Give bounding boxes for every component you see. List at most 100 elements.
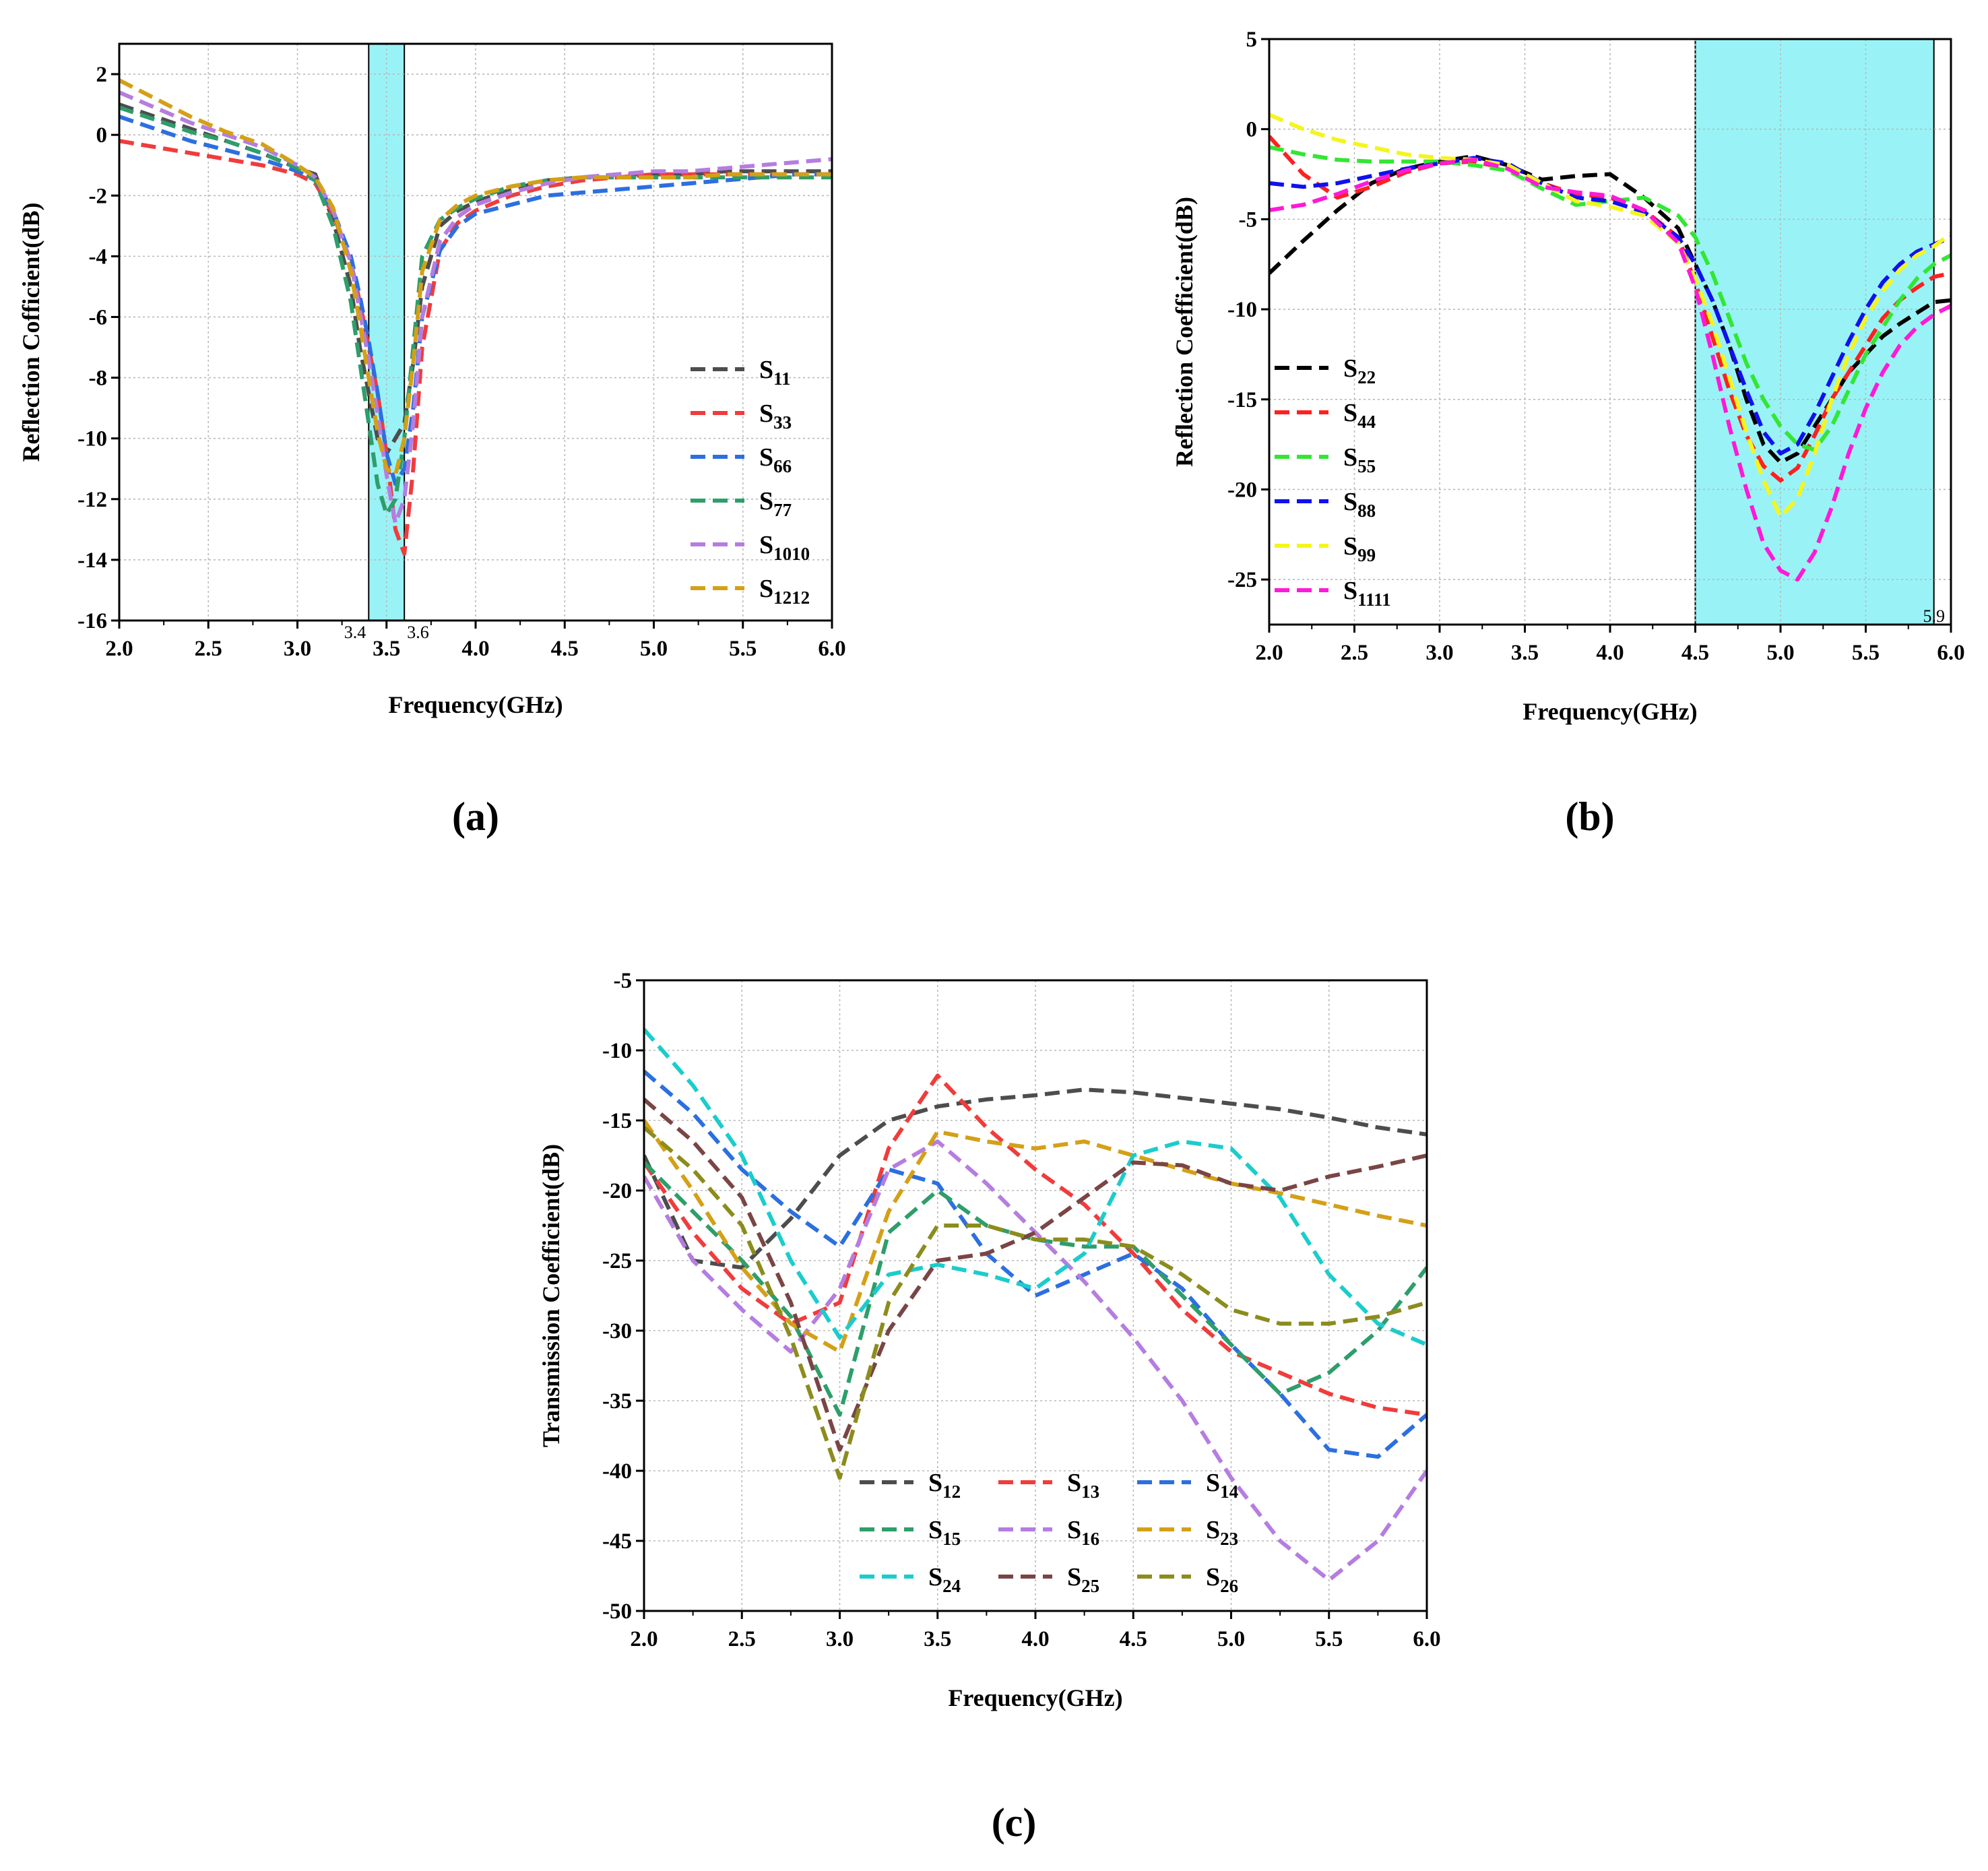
y-tick-label: -4 [89,245,108,269]
series-line-S33 [119,139,832,556]
series-line-S16 [644,1139,1427,1583]
x-tick-label: 3.0 [826,1627,854,1651]
x-tick-label: 5.5 [1852,641,1880,665]
y-tick-label: 0 [96,123,108,148]
legend: S12 S13 S14 S15 S16 S23 S24 S25 S26 [860,1469,1238,1596]
y-tick-label: -15 [602,1109,632,1133]
legend: S22 S44 S55 S88 S99 S1111 [1275,354,1391,610]
legend-label-S1212: S1212 [759,575,810,608]
series-line-S26 [644,1126,1427,1480]
x-tick-label: 3.0 [1425,641,1453,665]
x-tick-label: 6.0 [818,637,845,661]
y-tick-label: -40 [602,1459,632,1484]
y-tick-label: -25 [602,1249,632,1273]
y-tick-label: -6 [89,305,108,329]
y-tick-label: -2 [89,184,108,208]
band-label: 3.4 [344,623,366,642]
y-tick-label: -12 [77,488,107,512]
series-line-S24 [644,1027,1427,1347]
x-tick-label: 3.0 [284,637,311,661]
y-tick-label: -30 [602,1319,632,1343]
y-tick-label: -5 [1239,208,1258,232]
legend-label-S16: S16 [1067,1516,1099,1549]
series-line-S22 [1269,154,1951,465]
y-tick-label: -10 [77,427,107,451]
series-line-S11 [119,102,832,456]
series-group [119,78,832,556]
panel-label: (c) [992,1800,1037,1845]
x-tick-label: 5.5 [1315,1627,1343,1651]
legend-label-S99: S99 [1343,532,1376,565]
series-line-S15 [644,1161,1427,1417]
legend-label-S23: S23 [1206,1516,1238,1549]
legend: S11 S33 S66 S77 S1010 S1212 [691,356,810,608]
series-line-S99 [1269,113,1951,519]
x-tick-label: 3.5 [373,637,400,661]
legend-label-S11: S11 [759,356,791,389]
x-tick-label: 5.0 [640,637,668,661]
x-tick-label: 4.0 [1021,1627,1049,1651]
legend-label-S66: S66 [759,443,792,476]
panel-label: (a) [452,794,499,839]
legend-label-S55: S55 [1343,443,1376,476]
legend-label-S25: S25 [1067,1563,1099,1596]
x-tick-label: 4.5 [1120,1627,1147,1651]
panel-label: (b) [1565,794,1614,839]
legend-label-S22: S22 [1343,354,1376,387]
x-tick-label: 3.5 [1511,641,1539,665]
series-line-S14 [644,1069,1427,1459]
legend-label-S1010: S1010 [759,531,810,564]
legend-label-S13: S13 [1067,1469,1099,1502]
series-line-S1212 [119,78,832,477]
legend-label-S24: S24 [928,1563,961,1596]
x-tick-label: 4.5 [1681,641,1709,665]
y-axis-title: Transmission Coefficient(dB) [538,1144,565,1447]
y-tick-label: -10 [602,1039,632,1063]
y-tick-label: 5 [1246,28,1258,52]
x-tick-label: 2.0 [105,637,133,661]
y-tick-label: -20 [602,1179,632,1203]
legend-label-S12: S12 [928,1469,961,1502]
series-line-S13 [644,1073,1427,1417]
band-label: 5.9 [1923,606,1945,626]
y-tick-label: -10 [1227,298,1257,322]
series-line-S12 [644,1087,1427,1270]
x-tick-label: 3.5 [924,1627,951,1651]
x-axis-title: Frequency(GHz) [388,691,563,718]
x-tick-label: 2.5 [195,637,222,661]
series-line-S25 [644,1098,1427,1452]
series-group [644,1027,1427,1583]
x-tick-label: 5.5 [729,637,757,661]
legend-label-S15: S15 [928,1516,961,1549]
x-tick-label: 5.0 [1766,641,1794,665]
chart-panel-a: 2.0 2.5 3.0 3.5 4.0 4.5 5.0 5.5 6.0 2 0 -2 -4 -6 -8 -10… [18,42,846,839]
legend-label-S26: S26 [1206,1563,1238,1596]
y-tick-label: -25 [1227,568,1257,592]
chart-panel-c: 2.0 2.5 3.0 3.5 4.0 4.5 5.0 5.5 6.0 -5 -10 -15 -20 -2… [538,969,1441,1845]
x-tick-label: 6.0 [1937,641,1964,665]
series-line-S55 [1269,145,1951,452]
x-tick-label: 6.0 [1413,1627,1440,1651]
chart-panel-b: 2.0 2.5 3.0 3.5 4.0 4.5 5.0 5.5 6.0 5 0 -5 -10 -15 -20… [1171,28,1965,839]
x-tick-label: 2.0 [630,1627,658,1651]
legend-label-S77: S77 [759,487,792,520]
x-tick-label: 2.5 [728,1627,756,1651]
y-tick-label: -8 [89,367,108,391]
legend-label-S33: S33 [759,400,792,433]
y-tick-label: -20 [1227,478,1257,502]
y-tick-label: -45 [602,1529,632,1554]
band-label: 3.6 [407,623,429,642]
legend-label-S44: S44 [1343,399,1376,432]
y-axis-title: Reflection Coefficient(dB) [1171,197,1198,467]
legend-label-S14: S14 [1206,1469,1238,1502]
x-tick-label: 2.5 [1341,641,1368,665]
x-tick-label: 5.0 [1217,1627,1245,1651]
y-tick-label: -14 [77,548,107,573]
y-tick-label: -5 [614,969,633,993]
y-tick-label: 0 [1246,118,1258,142]
series-line-S66 [119,115,832,486]
x-tick-label: 4.5 [551,637,579,661]
y-axis-title: Reflection Cofficient(dB) [18,203,44,462]
highlight-band [1694,38,1935,625]
